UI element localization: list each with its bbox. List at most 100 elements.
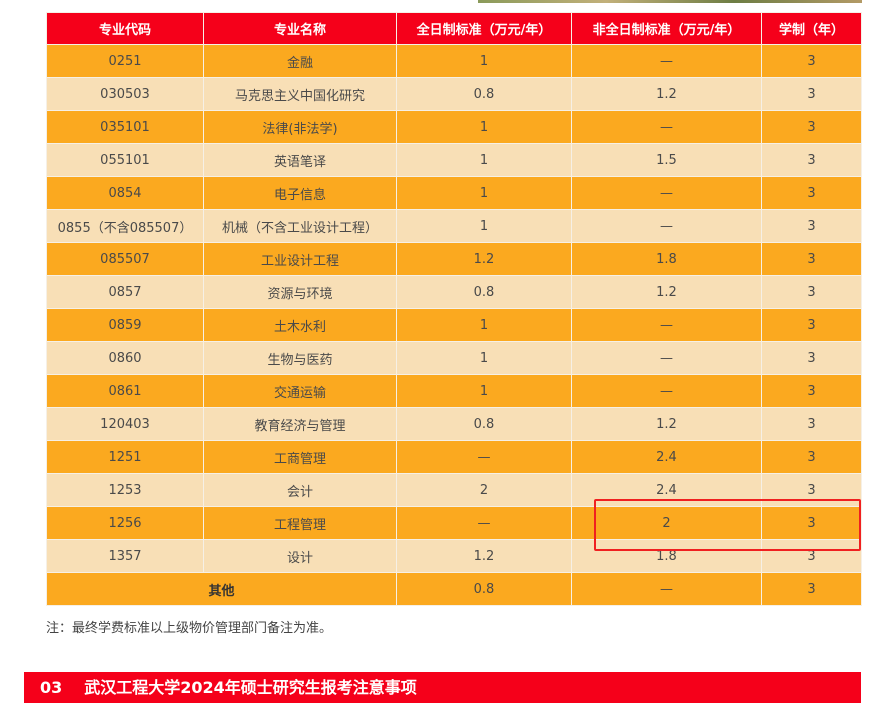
table-row: 030503 马克思主义中国化研究 0.8 1.2 3 [46, 77, 862, 111]
table-cell: 2 [571, 506, 762, 540]
table-row: 0855（不含085507） 机械（不含工业设计工程） 1—3 [46, 209, 862, 243]
column-header: 专业代码 [46, 12, 204, 45]
table-row: 0854 电子信息 1—3 [46, 176, 862, 210]
table-cell: 0859 [46, 308, 204, 342]
table-cell: 3 [761, 209, 862, 243]
table-cell: 3 [761, 242, 862, 276]
table-cell: 马克思主义中国化研究 [203, 77, 397, 111]
table-cell: 1 [396, 143, 572, 177]
table-cell: 英语笔译 [203, 143, 397, 177]
table-cell: 1253 [46, 473, 204, 507]
table-row: 1253 会计 2 2.4 3 [46, 473, 862, 507]
table-cell: 2.4 [571, 440, 762, 474]
table-row: 085507 工业设计工程 1.2 1.8 3 [46, 242, 862, 276]
table-cell: 0251 [46, 44, 204, 78]
table-cell: 工商管理 [203, 440, 397, 474]
table-cell: — [396, 506, 572, 540]
table-cell: 0857 [46, 275, 204, 309]
table-row: 0860 生物与医药 1—3 [46, 341, 862, 375]
table-cell: 3 [761, 77, 862, 111]
section-title: 武汉工程大学2024年硕士研究生报考注意事项 [84, 678, 417, 697]
table-cell: 1.5 [571, 143, 762, 177]
footnote: 注：最终学费标准以上级物价管理部门备注为准。 [46, 621, 333, 636]
tuition-table: 专业代码 专业名称 全日制标准（万元/年） 非全日制标准（万元/年） 学制（年） 025… [46, 12, 862, 606]
table-cell: 1251 [46, 440, 204, 474]
table-cell: — [571, 110, 762, 144]
table-cell: 工业设计工程 [203, 242, 397, 276]
table-cell: 资源与环境 [203, 275, 397, 309]
table-cell: 085507 [46, 242, 204, 276]
table-row: 0859 土木水利 1—3 [46, 308, 862, 342]
table-cell: 0.8 [396, 572, 572, 606]
table-cell: 1 [396, 308, 572, 342]
table-cell: 1.2 [571, 77, 762, 111]
section-number: 03 [40, 678, 63, 697]
table-row: 1251 工商管理 —2.4 3 [46, 440, 862, 474]
table-cell: 0860 [46, 341, 204, 375]
table-header-row: 专业代码 专业名称 全日制标准（万元/年） 非全日制标准（万元/年） 学制（年） [46, 12, 862, 45]
table-cell: 0861 [46, 374, 204, 408]
table-cell: 3 [761, 374, 862, 408]
table-cell: 1 [396, 110, 572, 144]
table-cell: 0855（不含085507） [46, 209, 204, 243]
table-row: 055101 英语笔译 1 1.5 3 [46, 143, 862, 177]
table-cell: 1.2 [571, 407, 762, 441]
table-cell: — [571, 209, 762, 243]
table-cell: 120403 [46, 407, 204, 441]
table-cell: 035101 [46, 110, 204, 144]
table-cell: 1.8 [571, 242, 762, 276]
section-banner: 03 武汉工程大学2024年硕士研究生报考注意事项 [24, 672, 861, 703]
column-header: 专业名称 [203, 12, 397, 45]
table-cell: 工程管理 [203, 506, 397, 540]
table-cell: 金融 [203, 44, 397, 78]
table-cell: 1 [396, 341, 572, 375]
table-cell: 1.2 [571, 275, 762, 309]
table-row: 1357 设计 1.2 1.8 3 [46, 539, 862, 573]
table-cell: 1357 [46, 539, 204, 573]
table-cell: 生物与医药 [203, 341, 397, 375]
table-cell: 1 [396, 44, 572, 78]
table-cell: 1 [396, 209, 572, 243]
table-cell: 设计 [203, 539, 397, 573]
table-cell: 3 [761, 308, 862, 342]
table-cell: 030503 [46, 77, 204, 111]
table-cell: 1 [396, 176, 572, 210]
table-cell: 1.2 [396, 242, 572, 276]
table-cell: 3 [761, 407, 862, 441]
table-cell: 3 [761, 176, 862, 210]
table-cell: 3 [761, 440, 862, 474]
table-cell: 3 [761, 473, 862, 507]
table-cell: 机械（不含工业设计工程） [203, 209, 397, 243]
table-cell: 2.4 [571, 473, 762, 507]
table-cell: — [571, 176, 762, 210]
table-cell: — [571, 374, 762, 408]
table-row: 0251 金融 1—3 [46, 44, 862, 78]
column-header: 非全日制标准（万元/年） [571, 12, 762, 45]
table-cell: 3 [761, 143, 862, 177]
table-row: 035101 法律(非法学) 1—3 [46, 110, 862, 144]
table-cell: 3 [761, 539, 862, 573]
table-cell: 3 [761, 572, 862, 606]
table-row-other: 其他 0.8—3 [46, 572, 862, 606]
table-cell: 1256 [46, 506, 204, 540]
table-cell: 0854 [46, 176, 204, 210]
table-cell: — [571, 572, 762, 606]
table-cell: 1.2 [396, 539, 572, 573]
table-cell: 3 [761, 341, 862, 375]
table-cell: 会计 [203, 473, 397, 507]
column-header: 全日制标准（万元/年） [396, 12, 572, 45]
header-image-strip [478, 0, 862, 3]
table-cell: 2 [396, 473, 572, 507]
table-cell: — [571, 308, 762, 342]
table-cell: 055101 [46, 143, 204, 177]
table-cell: 0.8 [396, 77, 572, 111]
table-cell: 0.8 [396, 275, 572, 309]
table-cell: 土木水利 [203, 308, 397, 342]
table-row: 1256 工程管理 —2 3 [46, 506, 862, 540]
table-row: 120403 教育经济与管理 0.8 1.2 3 [46, 407, 862, 441]
table-cell: — [571, 341, 762, 375]
table-cell: 3 [761, 275, 862, 309]
table-cell: 1 [396, 374, 572, 408]
table-cell: 电子信息 [203, 176, 397, 210]
table-row: 0857 资源与环境 0.8 1.2 3 [46, 275, 862, 309]
